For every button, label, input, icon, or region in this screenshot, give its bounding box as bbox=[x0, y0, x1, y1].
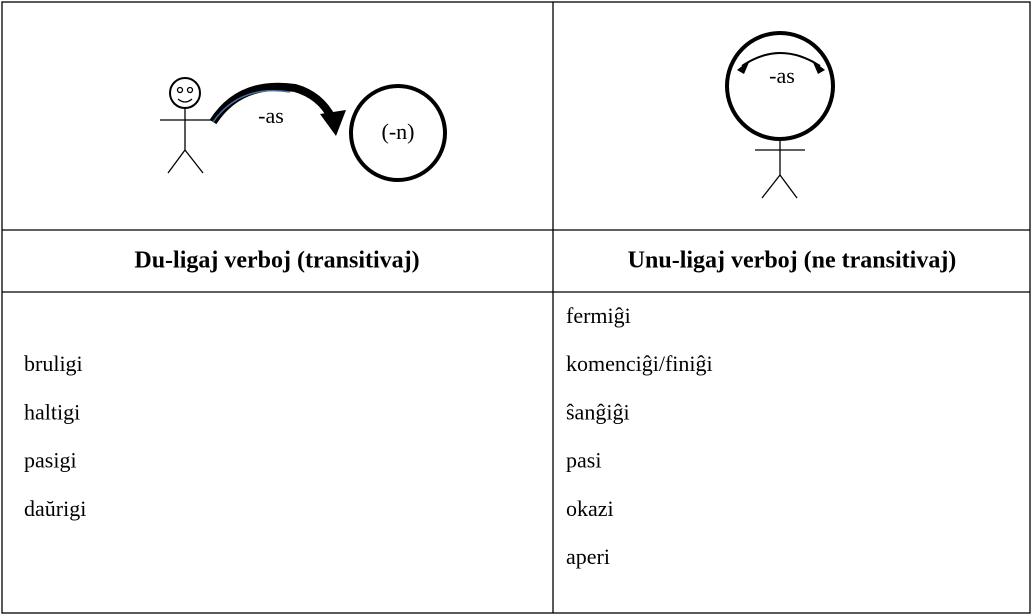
arrow-highlight bbox=[212, 89, 291, 123]
reflexive-arrow bbox=[741, 52, 821, 67]
arrow-label: -as bbox=[258, 103, 284, 128]
table-cell: ŝanĝiĝi bbox=[566, 399, 630, 424]
stick-figure-body bbox=[755, 139, 805, 199]
table-cell: pasigi bbox=[24, 448, 77, 473]
object-circle bbox=[349, 84, 447, 182]
table-cell: komenciĝi/finiĝi bbox=[566, 351, 713, 376]
column-header: Du-ligaj verboj (transitivaj) bbox=[134, 248, 419, 274]
arrow-head-left bbox=[737, 60, 750, 74]
transitive-diagram: -as (-n) bbox=[160, 77, 447, 182]
table-cell: aperi bbox=[566, 544, 610, 569]
arrow-head bbox=[320, 110, 346, 136]
arrow bbox=[209, 82, 336, 125]
table-cell: okazi bbox=[566, 496, 614, 521]
column-header: Unu-ligaj verboj (ne transitivaj) bbox=[628, 248, 957, 274]
arrow-head-right bbox=[812, 60, 825, 74]
table-cell: fermiĝi bbox=[566, 303, 631, 328]
table-body: fermiĝi bruligi komenciĝi/finiĝi haltigi ŝan… bbox=[24, 303, 713, 569]
arrow-label: -as bbox=[769, 63, 795, 88]
object-label: (-n) bbox=[382, 119, 415, 144]
table-cell: pasi bbox=[566, 448, 601, 473]
table-cell: haltigi bbox=[24, 399, 80, 424]
table-cell: bruligi bbox=[24, 351, 83, 376]
intransitive-diagram: -as bbox=[725, 31, 835, 199]
stick-figure bbox=[160, 77, 215, 174]
table-cell: daŭrigi bbox=[24, 496, 86, 521]
